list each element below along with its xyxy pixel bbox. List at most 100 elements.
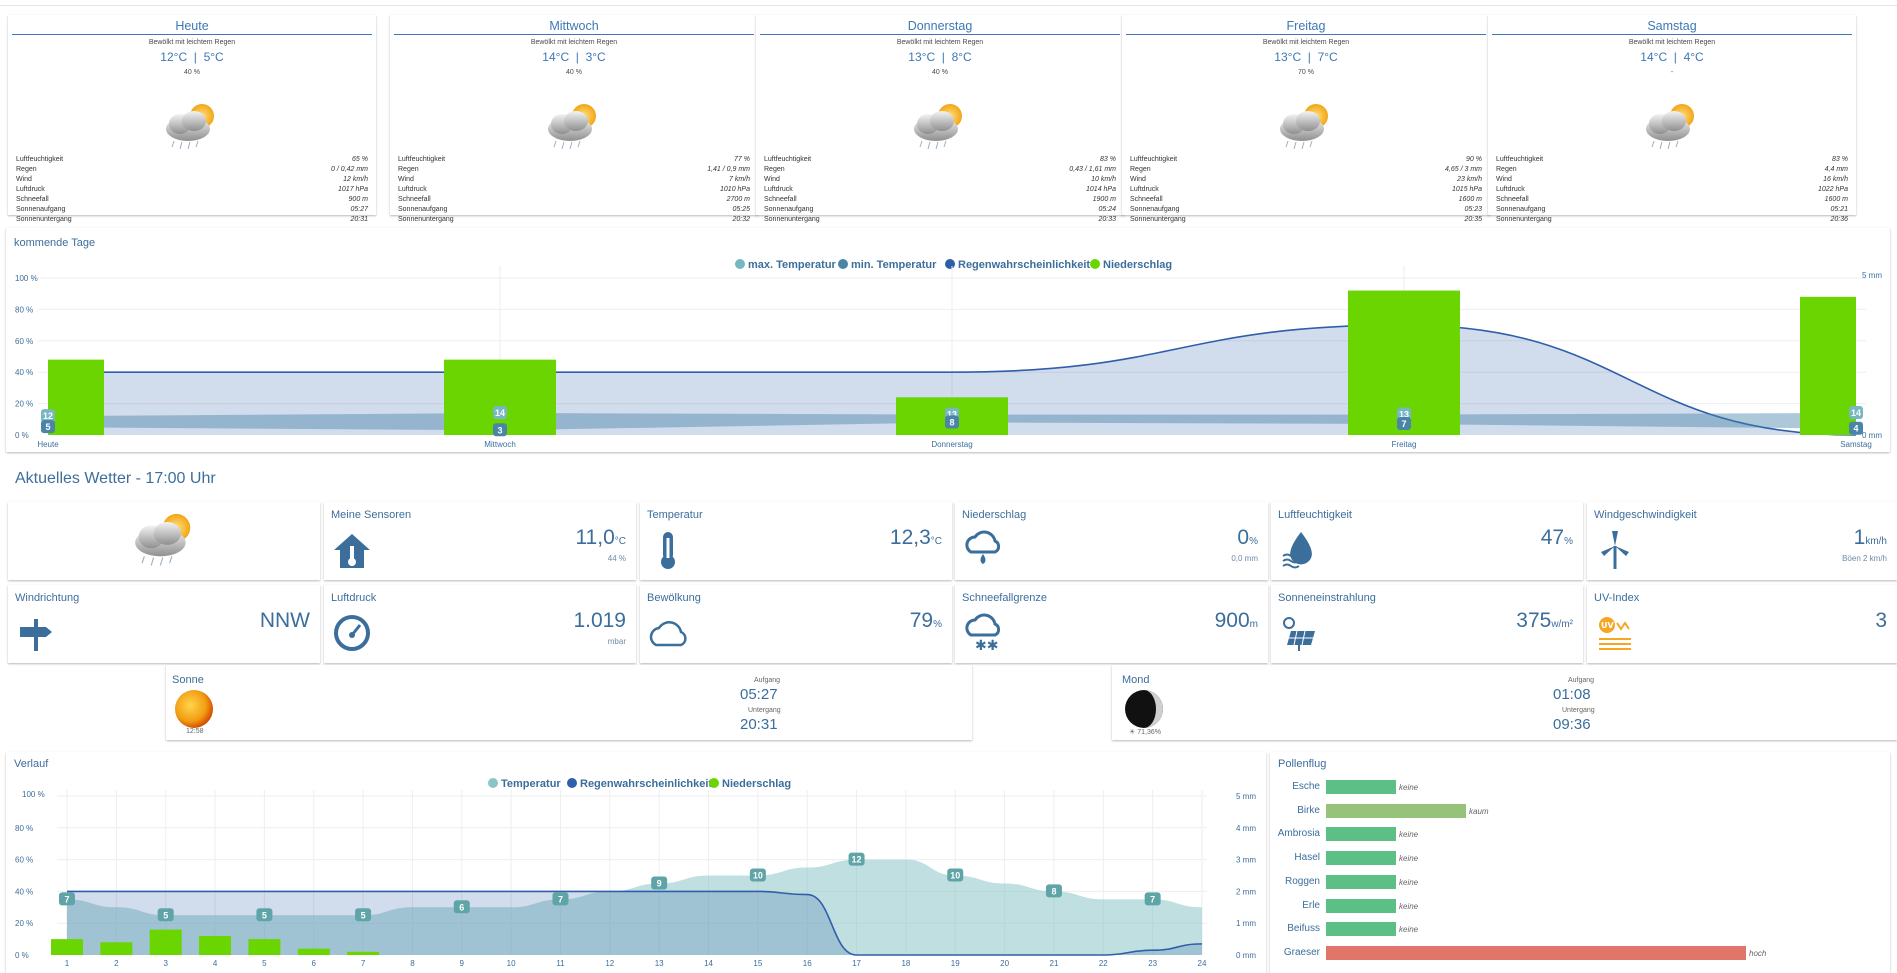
partly-cloudy-icon	[126, 508, 204, 573]
forecast-detail-row: Regen 0,43 / 1,61 mm	[764, 165, 1116, 175]
moon-phase-value: 71,36%	[1137, 729, 1161, 736]
legend-marker	[709, 778, 719, 788]
forecast-detail-row: Sonnenuntergang 20:35	[1130, 215, 1482, 225]
rain-probability-line	[67, 890, 1203, 956]
y2-tick-label: 2 mm	[1236, 887, 1256, 896]
tile-cloud[interactable]: Bewölkung 79%	[640, 585, 952, 663]
temp-label: 7	[558, 894, 563, 904]
y-tick-label: 60 %	[15, 337, 33, 346]
x-tick-label: 11	[556, 959, 565, 968]
legend-marker	[838, 259, 848, 269]
pollen-bar	[1326, 803, 1466, 818]
tile-uv[interactable]: UV-Index UV 3	[1587, 585, 1897, 663]
tile-number: 79	[909, 609, 934, 632]
pollen-name: Esche	[1292, 781, 1320, 792]
uv-icon: UV	[1595, 613, 1635, 653]
forecast-detail-row: Sonnenaufgang 05:27	[16, 205, 368, 215]
x-tick-label: 20	[1000, 959, 1009, 968]
rain-probability-area	[67, 891, 1202, 955]
max-temp-label: 13	[947, 410, 957, 420]
forecast-detail-row: Regen 0 / 0,42 mm	[16, 165, 368, 175]
forecast-detail-label: Luftfeuchtigkeit	[764, 156, 812, 163]
legend-label: Niederschlag	[1103, 259, 1172, 271]
tile-house-thermometer[interactable]: Meine Sensoren 11,0°C 44 %	[324, 502, 636, 580]
tile-gauge[interactable]: Luftdruck 1.019 mbar	[324, 585, 636, 663]
legend-label: Regenwahrscheinlichkeit	[580, 778, 712, 790]
precipitation-bar	[444, 359, 556, 435]
forecast-detail-label: Wind	[398, 176, 414, 183]
forecast-detail-value: 05:21	[1830, 206, 1848, 213]
y2-tick-label: 1 mm	[1236, 919, 1256, 928]
tile-rain-cloud[interactable]: Niederschlag 0% 0,0 mm	[955, 502, 1268, 580]
x-tick-label: 10	[507, 959, 516, 968]
temp-badge	[1144, 892, 1161, 906]
forecast-detail-value: 0 / 0,42 mm	[331, 166, 368, 173]
tile-thermometer[interactable]: Temperatur 12,3°C	[640, 502, 952, 580]
tile-number: 0	[1237, 526, 1250, 549]
gauge-icon	[332, 613, 372, 653]
x-tick-label: 18	[901, 959, 910, 968]
forecast-detail-value: 1015 hPa	[1452, 186, 1482, 193]
forecast-detail-row: Luftdruck 1022 hPa	[1496, 185, 1848, 195]
tile-value: 900m	[1215, 609, 1258, 633]
temp-badge	[848, 852, 865, 866]
precipitation-bar	[149, 929, 182, 955]
y-tick-label: 80 %	[15, 305, 33, 314]
tile-value: 11,0°C	[575, 526, 626, 550]
forecast-detail-row: Wind 10 km/h	[764, 175, 1116, 185]
history-chart: 100 %Temperatur Regenwahrscheinlichkeit Ni…	[15, 778, 1256, 968]
forecast-desc: Bewölkt mit leichtem Regen	[1262, 39, 1350, 46]
forecast-detail-label: Sonnenuntergang	[1130, 216, 1186, 223]
forecast-detail-label: Luftfeuchtigkeit	[1130, 156, 1178, 163]
tile-humidity-drop[interactable]: Luftfeuchtigkeit 47%	[1271, 502, 1583, 580]
temp-label: 7	[1150, 894, 1155, 904]
upcoming-chart: max. Temperatur min. Temperatur Regenwahrs…	[15, 259, 1882, 449]
wind-turbine-icon	[1595, 530, 1635, 570]
temp-label: 12	[852, 855, 862, 865]
x-tick-label: 14	[704, 959, 713, 968]
pollen-list: Esche keine Birke kaum Ambrosia keine Hasel kei…	[1270, 752, 1890, 973]
forecast-detail-value: 4,4 mm	[1824, 166, 1848, 173]
temp-badge	[355, 908, 372, 922]
tile-label: Meine Sensoren	[331, 509, 412, 521]
sun-set: 20:31	[740, 716, 778, 733]
temp-badge	[651, 876, 668, 890]
forecast-detail-value: 1900 m	[1092, 196, 1116, 203]
tile-label: Luftdruck	[331, 592, 377, 604]
forecast-details: Luftfeuchtigkeit 77 % Regen 1,41 / 0,9 mm Wi…	[398, 155, 750, 225]
tile-signpost[interactable]: Windrichtung NNW	[8, 585, 320, 663]
forecast-day: Samstag	[1492, 15, 1852, 35]
tile-unit: °C	[930, 536, 942, 547]
tile-value: 47%	[1541, 526, 1573, 550]
x-tick-label: 13	[655, 959, 664, 968]
pollen-level: keine	[1399, 901, 1419, 911]
forecast-detail-label: Wind	[16, 176, 32, 183]
temperature-area	[67, 859, 1202, 955]
precipitation-bar	[1800, 296, 1856, 435]
cloudy-rain-icon	[158, 99, 226, 151]
forecast-details: Luftfeuchtigkeit 83 % Regen 0,43 / 1,61 mm W…	[764, 155, 1116, 225]
max-temp-label: 13	[1399, 410, 1409, 420]
x-tick-label: Heute	[37, 440, 59, 449]
forecast-card: Freitag Bewölkt mit leichtem Regen 13°C | …	[1122, 15, 1490, 223]
forecast-detail-value: 05:23	[1464, 206, 1482, 213]
x-tick-label: 17	[852, 959, 861, 968]
precipitation-bar	[347, 951, 380, 955]
forecast-rain-prob: -	[1670, 69, 1674, 76]
forecast-detail-row: Luftdruck 1017 hPa	[16, 185, 368, 195]
x-tick-label: Freitag	[1392, 440, 1417, 449]
tile-unit: %	[1249, 536, 1258, 547]
pollen-name: Birke	[1297, 804, 1320, 816]
current-title: Aktuelles Wetter - 17:00 Uhr	[15, 470, 216, 487]
tile-snow-cloud[interactable]: Schneefallgrenze ✱✱ 900m	[955, 585, 1268, 663]
tile-wind-turbine[interactable]: Windgeschwindigkeit 1km/h Böen 2 km/h	[1587, 502, 1897, 580]
tile-label: Temperatur	[647, 509, 703, 521]
tile-number: 47	[1540, 526, 1565, 549]
forecast-detail-value: 05:27	[350, 206, 368, 213]
y-tick-label: 100 %	[15, 274, 38, 283]
y2-tick-label: 0 mm	[1862, 431, 1882, 440]
pollen-level: kaum	[1469, 806, 1489, 816]
x-tick-label: 8	[410, 959, 415, 968]
x-tick-label: 24	[1198, 959, 1207, 968]
tile-solar-panel[interactable]: Sonneneinstrahlung 375w/m²	[1271, 585, 1583, 663]
